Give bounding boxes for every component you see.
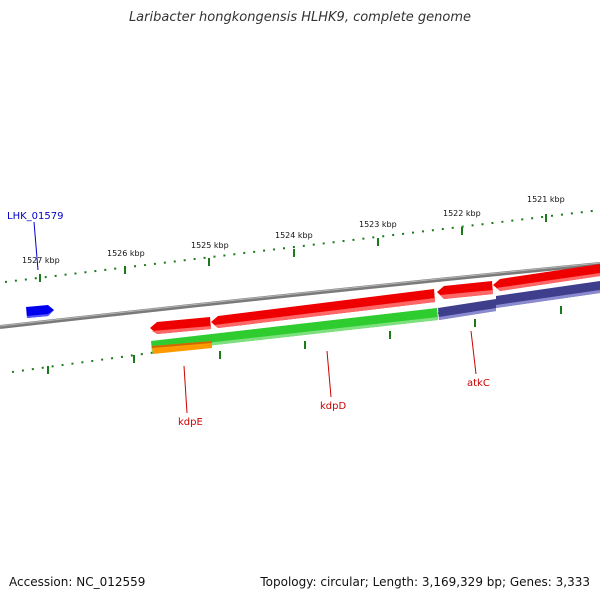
label-line-lhk-01579 — [33, 221, 39, 271]
scale-label-1522: 1522 kbp — [443, 209, 481, 218]
accession-text: Accession: NC_012559 — [9, 575, 146, 589]
label-line-atkC — [470, 330, 477, 375]
cds-features — [150, 264, 600, 334]
purple-feature-1[interactable] — [438, 299, 496, 320]
label-kdpD[interactable]: kdpD — [320, 401, 346, 412]
scale-label-1525: 1525 kbp — [191, 241, 229, 250]
gene-kdpE-kdpD[interactable] — [151, 308, 438, 352]
lower-scale — [11, 290, 600, 374]
scale-label-1524: 1524 kbp — [275, 231, 313, 240]
label-atkC[interactable]: atkC — [467, 378, 490, 389]
cds-kdpD[interactable] — [211, 289, 435, 328]
genome-stats-text: Topology: circular; Length: 3,169,329 bp… — [260, 575, 590, 589]
label-line-kdpD — [326, 350, 332, 398]
cds-next[interactable] — [493, 264, 600, 291]
scale-label-1523: 1523 kbp — [359, 220, 397, 229]
label-kdpE[interactable]: kdpE — [178, 417, 203, 428]
genome-backbone — [0, 262, 600, 329]
scale-label-1527: 1527 kbp — [22, 256, 60, 265]
upper-scale — [4, 209, 600, 283]
map-title: Laribacter hongkongensis HLHK9, complete… — [128, 10, 472, 25]
label-line-kdpE — [183, 365, 188, 414]
scale-label-1526: 1526 kbp — [107, 249, 145, 258]
label-lhk-01579[interactable]: LHK_01579 — [7, 211, 63, 222]
scale-label-1521: 1521 kbp — [527, 195, 565, 204]
